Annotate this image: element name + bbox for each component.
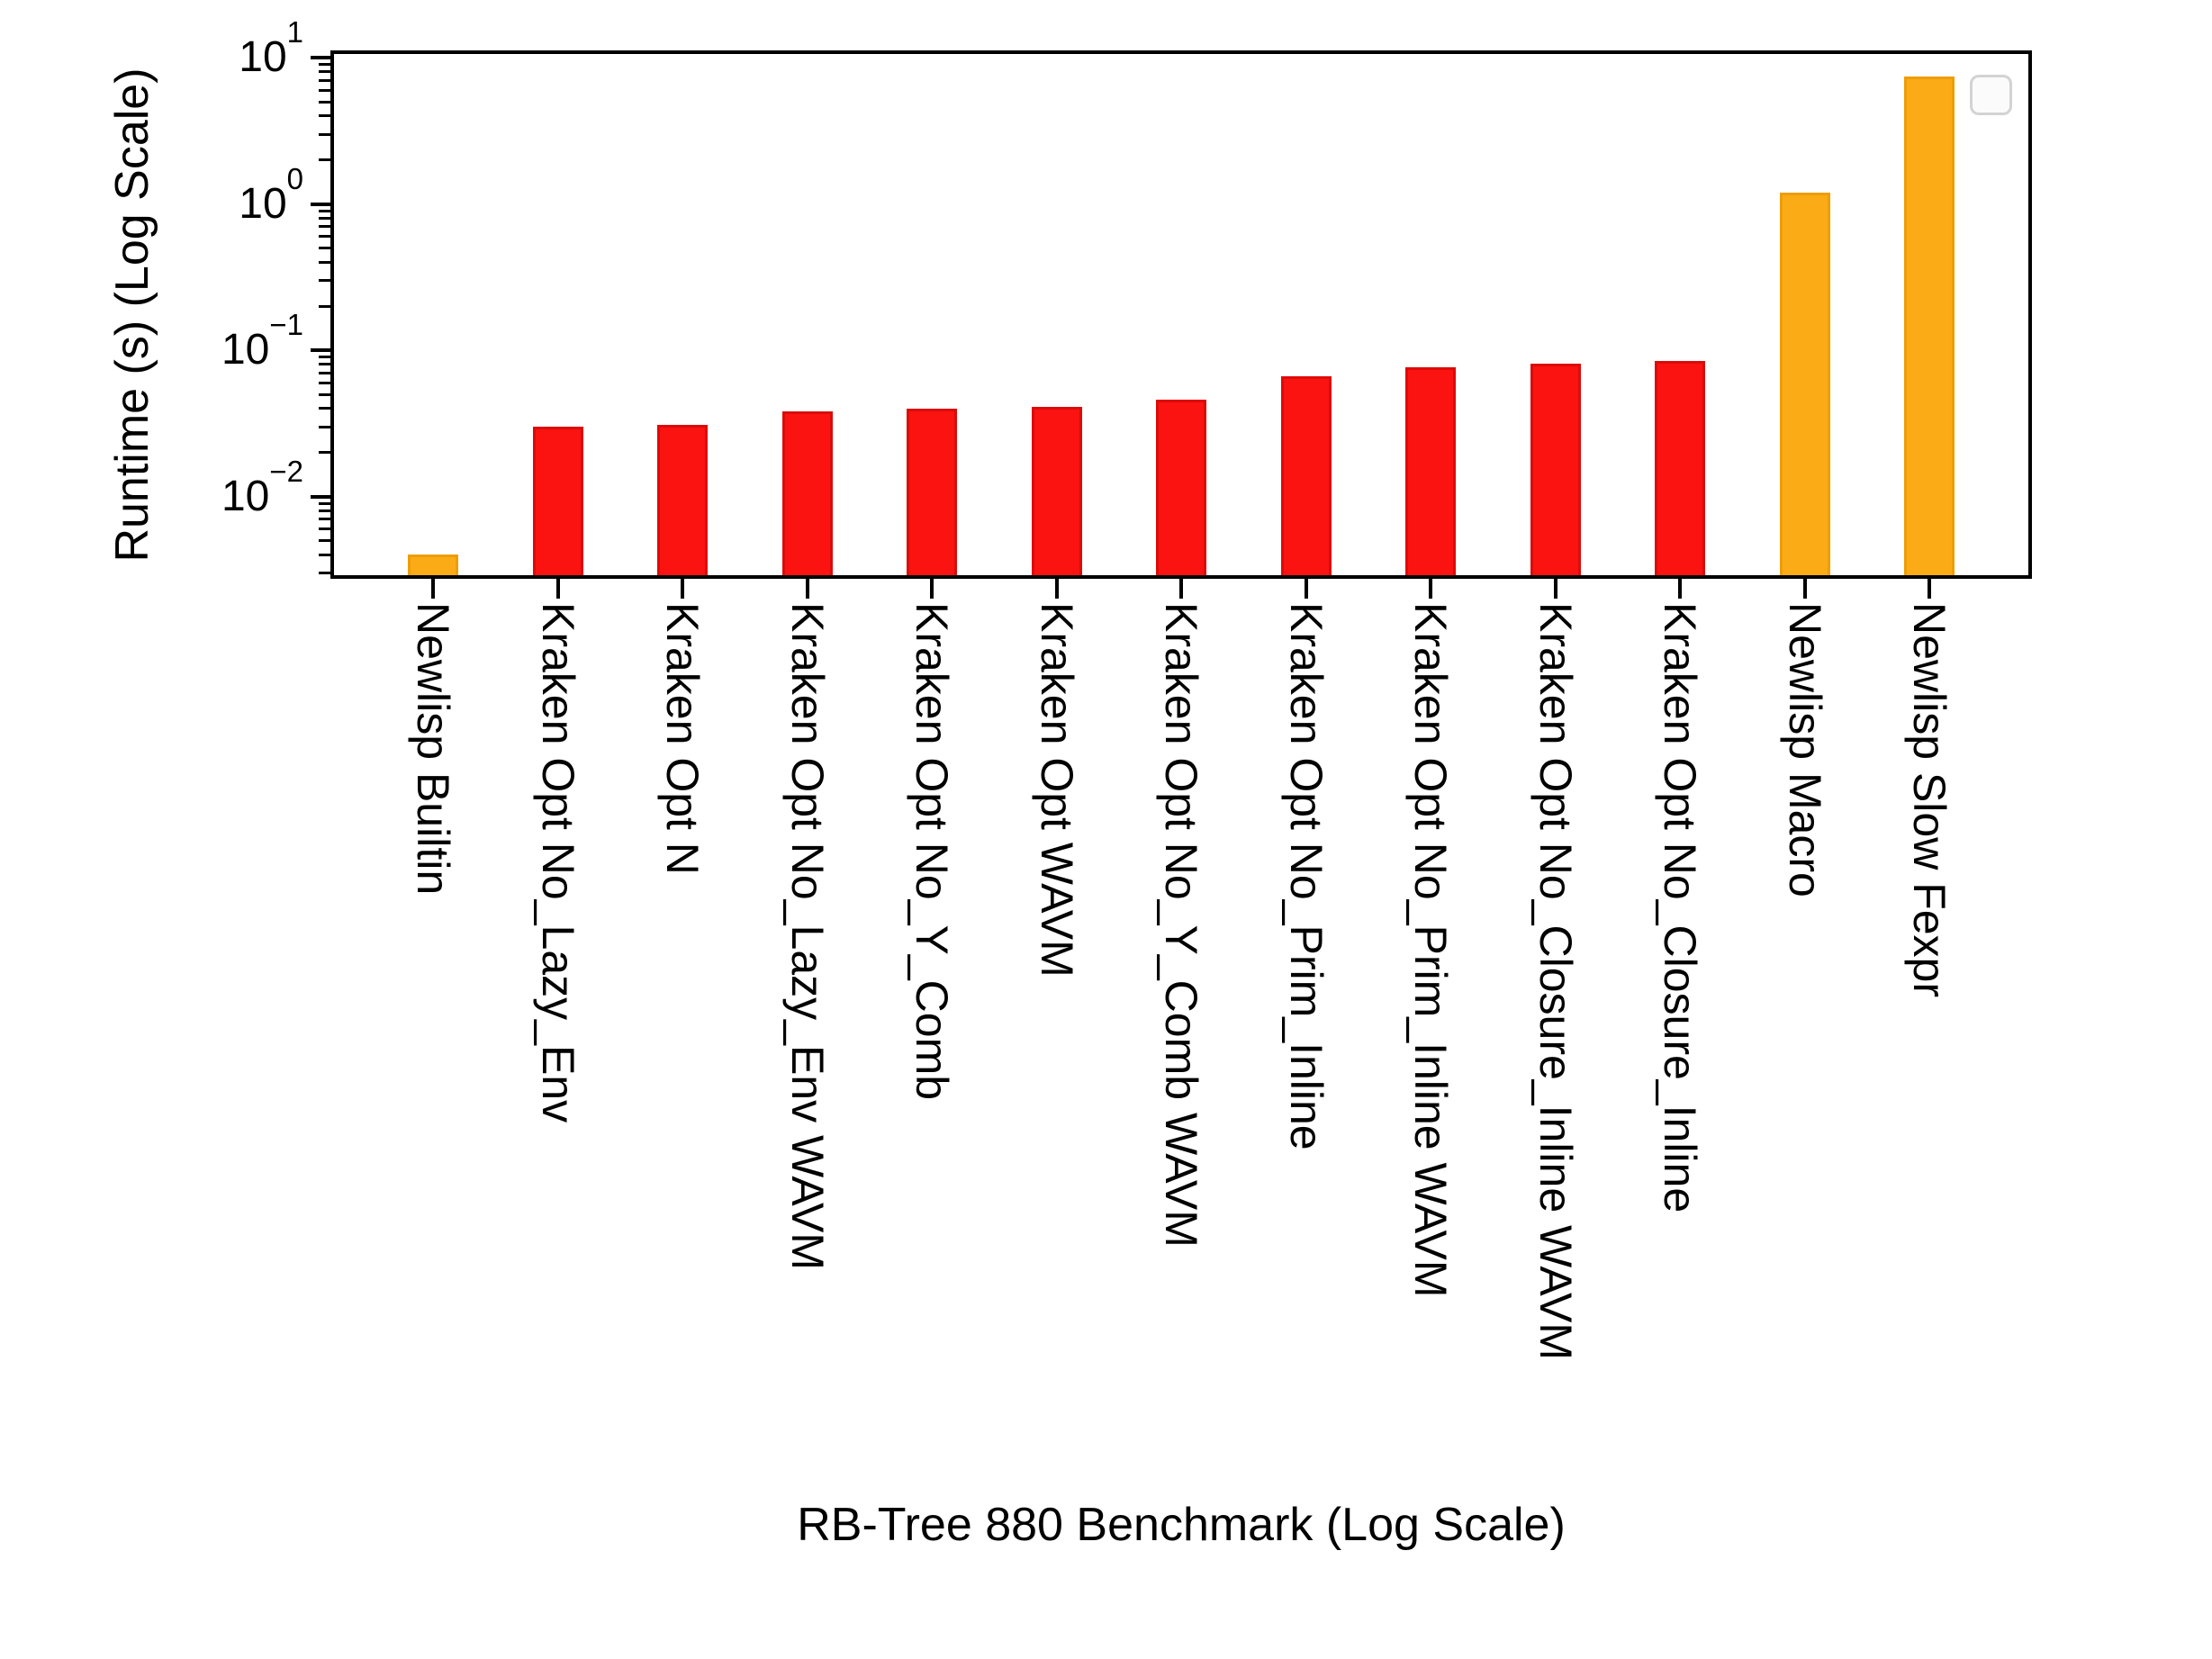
y-tick-label: 10−1 <box>221 308 303 374</box>
bar-kraken-opt-no-y-comb <box>907 408 957 575</box>
y-minor-tick <box>319 225 330 229</box>
x-tick-label-kraken-opt-no-lazy-env: Kraken Opt No_Lazy_Env <box>532 602 583 1123</box>
y-minor-tick <box>319 304 330 308</box>
x-major-tick <box>1054 579 1059 599</box>
x-major-tick <box>1802 579 1807 599</box>
y-minor-tick <box>319 572 330 575</box>
bar-kraken-opt-no-prim-inline <box>1280 376 1332 575</box>
y-minor-tick <box>319 539 330 543</box>
bar-newlisp-slow-fexpr <box>1904 77 1955 575</box>
x-tick-label-kraken-opt-no-closure-inline-wavm: Kraken Opt No_Closure_Inline WAVM <box>1530 602 1581 1361</box>
y-major-tick <box>311 202 330 206</box>
x-major-tick <box>1304 579 1308 599</box>
x-tick-label-kraken-opt-wavm: Kraken Opt WAVM <box>1031 602 1082 978</box>
bar-kraken-opt-no-lazy-env <box>532 427 583 575</box>
y-minor-tick <box>319 209 330 212</box>
y-minor-tick <box>319 88 330 92</box>
x-major-tick <box>1429 579 1432 599</box>
x-major-tick <box>1928 579 1931 599</box>
y-minor-tick <box>319 501 330 505</box>
plot-area <box>330 50 2032 579</box>
x-major-tick <box>431 579 435 599</box>
y-minor-tick <box>319 100 330 104</box>
y-minor-tick <box>319 451 330 455</box>
y-minor-tick <box>319 425 330 428</box>
y-minor-tick <box>319 392 330 396</box>
y-minor-tick <box>319 63 330 67</box>
y-tick-label: 10−2 <box>221 454 303 520</box>
x-tick-label-kraken-opt-no-prim-inline: Kraken Opt No_Prim_Inline <box>1280 602 1332 1150</box>
x-tick-label-newlisp-builtin: Newlisp Builtin <box>408 602 458 896</box>
y-minor-tick <box>319 553 330 556</box>
x-tick-label-kraken-opt-no-y-comb-wavm: Kraken Opt No_Y_Comb WAVM <box>1156 602 1206 1248</box>
y-minor-tick <box>319 527 330 531</box>
x-major-tick <box>805 579 809 599</box>
x-major-tick <box>1678 579 1682 599</box>
y-minor-tick <box>319 371 330 374</box>
x-major-tick <box>681 579 684 599</box>
x-tick-label-newlisp-slow-fexpr: Newlisp Slow Fexpr <box>1904 602 1955 998</box>
legend-box <box>1970 75 2012 115</box>
y-minor-tick <box>319 363 330 366</box>
bar-newlisp-macro <box>1779 193 1830 575</box>
x-tick-label-kraken-opt-no-lazy-env-wavm: Kraken Opt No_Lazy_Env WAVM <box>781 602 833 1270</box>
y-tick-label: 101 <box>239 15 303 82</box>
bar-kraken-opt-n <box>657 424 708 575</box>
y-minor-tick <box>319 381 330 384</box>
y-major-tick <box>311 494 330 499</box>
x-tick-label-kraken-opt-no-prim-inline-wavm: Kraken Opt No_Prim_Inline WAVM <box>1405 602 1456 1298</box>
y-minor-tick <box>319 70 330 74</box>
bar-kraken-opt-no-closure-inline <box>1655 360 1705 575</box>
x-tick-label-newlisp-macro: Newlisp Macro <box>1779 602 1830 897</box>
y-tick-label: 100 <box>239 161 303 228</box>
y-minor-tick <box>319 247 330 250</box>
y-minor-tick <box>319 216 330 220</box>
y-axis-label: Runtime (s) (Log Scale) <box>106 68 158 563</box>
x-tick-label-kraken-opt-no-closure-inline: Kraken Opt No_Closure_Inline <box>1655 602 1705 1213</box>
y-minor-tick <box>319 260 330 264</box>
y-minor-tick <box>319 407 330 410</box>
x-tick-label-kraken-opt-no-y-comb: Kraken Opt No_Y_Comb <box>907 602 957 1101</box>
y-minor-tick <box>319 158 330 162</box>
x-major-tick <box>1553 579 1557 599</box>
y-minor-tick <box>319 279 330 283</box>
y-major-tick <box>311 56 330 60</box>
bar-kraken-opt-wavm <box>1031 407 1082 575</box>
x-major-tick <box>1179 579 1183 599</box>
y-minor-tick <box>319 356 330 359</box>
y-minor-tick <box>319 78 330 82</box>
y-minor-tick <box>319 132 330 136</box>
y-minor-tick <box>319 509 330 512</box>
y-major-tick <box>311 348 330 353</box>
y-minor-tick <box>319 518 330 521</box>
x-axis-label: RB-Tree 880 Benchmark (Log Scale) <box>797 1499 1566 1551</box>
x-major-tick <box>930 579 934 599</box>
x-major-tick <box>555 579 560 599</box>
y-minor-tick <box>319 114 330 118</box>
bar-kraken-opt-no-y-comb-wavm <box>1156 399 1206 575</box>
x-tick-label-kraken-opt-n: Kraken Opt N <box>657 602 708 875</box>
bar-kraken-opt-no-lazy-env-wavm <box>781 411 833 575</box>
bar-kraken-opt-no-prim-inline-wavm <box>1405 366 1456 575</box>
y-minor-tick <box>319 235 330 239</box>
bar-kraken-opt-no-closure-inline-wavm <box>1530 363 1581 575</box>
bar-newlisp-builtin <box>408 555 458 575</box>
